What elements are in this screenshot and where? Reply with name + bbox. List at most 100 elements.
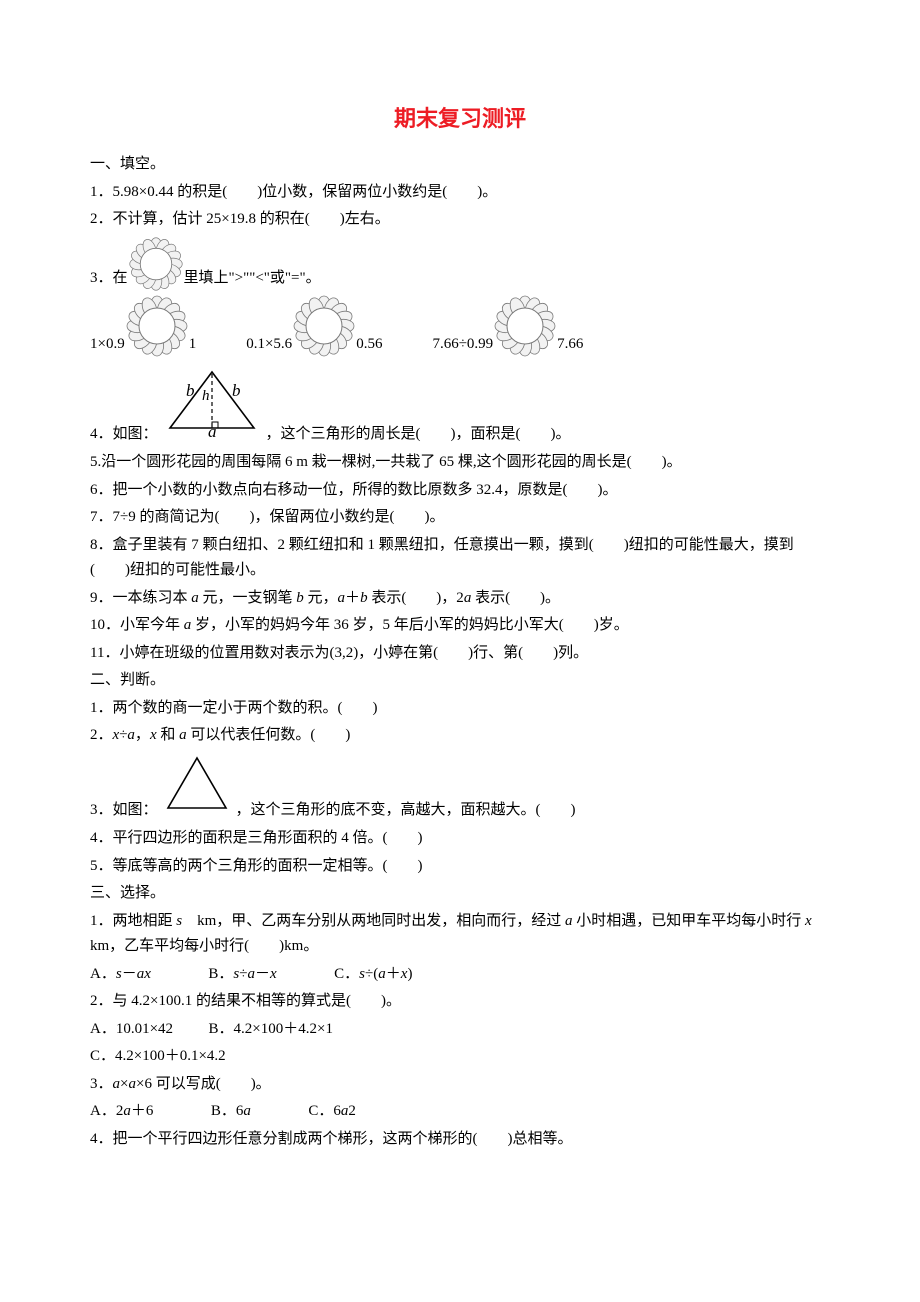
q1-4-post: ，这个三角形的周长是( )，面积是( )。 bbox=[266, 422, 571, 448]
q1-9-a: 9．一本练习本 bbox=[90, 590, 191, 606]
tri-label-b-right: b bbox=[232, 381, 241, 400]
q1-10-a: 10．小军今年 bbox=[90, 617, 184, 633]
q3-3-c: ×6 可以写成( )。 bbox=[136, 1076, 271, 1092]
q1-4: 4．如图： b b h a ，这个三角形的周长是( )，面积是( )。 bbox=[90, 364, 830, 448]
q3-2-ab: A．10.01×42 B．4.2×100＋4.2×1 bbox=[90, 1016, 830, 1044]
q1-5: 5.沿一个圆形花园的周围每隔 6 m 栽一棵树,一共栽了 65 棵,这个圆形花园… bbox=[90, 449, 830, 477]
var-b: b bbox=[360, 590, 368, 606]
opt-b-4: － bbox=[255, 966, 270, 982]
q3-2: 2．与 4.2×100.1 的结果不相等的算式是( )。 bbox=[90, 988, 830, 1016]
q1-9-e: 表示( )，2 bbox=[368, 590, 464, 606]
q3-3-opt-c-2: 2 bbox=[348, 1103, 356, 1119]
sunflower-icon bbox=[292, 294, 356, 358]
q1-3-options: 1×0.9 1 0.1×5.6 0.56 7.66÷0.99 7.66 bbox=[90, 294, 830, 358]
opt-a-right: 1 bbox=[189, 332, 197, 358]
tri-label-b-left: b bbox=[186, 381, 195, 400]
q3-3-opt-b-1: B．6 bbox=[211, 1103, 244, 1119]
tri-label-h: h bbox=[202, 388, 210, 404]
q2-2-d: 和 bbox=[157, 727, 180, 743]
q3-3-options: A．2a＋6 B．6a C．6a2 bbox=[90, 1098, 830, 1126]
section-2-heading: 二、判断。 bbox=[90, 667, 830, 695]
q1-9-b: 元，一支钢笔 bbox=[199, 590, 297, 606]
q1-3-opt-b: 0.1×5.6 0.56 bbox=[246, 294, 382, 358]
q2-5: 5．等底等高的两个三角形的面积一定相等。( ) bbox=[90, 853, 830, 881]
q1-2: 2．不计算，估计 25×19.8 的积在( )左右。 bbox=[90, 206, 830, 234]
q3-4: 4．把一个平行四边形任意分割成两个梯形，这两个梯形的( )总相等。 bbox=[90, 1126, 830, 1154]
q3-3-opt-c-1: C．6 bbox=[308, 1103, 341, 1119]
page-root: 期末复习测评 一、填空。 1．5.98×0.44 的积是( )位小数，保留两位小… bbox=[0, 0, 920, 1213]
q3-3-opt-a-2: ＋6 bbox=[131, 1103, 154, 1119]
q2-4: 4．平行四边形的面积是三角形面积的 4 倍。( ) bbox=[90, 825, 830, 853]
q1-7: 7．7÷9 的商简记为( )，保留两位小数约是( )。 bbox=[90, 504, 830, 532]
opt-c-left: 7.66÷0.99 bbox=[432, 332, 493, 358]
sunflower-icon bbox=[125, 294, 189, 358]
triangle-plain-icon bbox=[162, 752, 232, 824]
q1-11: 11．小婷在班级的位置用数对表示为(3,2)，小婷在第( )行、第( )列。 bbox=[90, 640, 830, 668]
q3-3: 3．a×a×6 可以写成( )。 bbox=[90, 1071, 830, 1099]
opt-a-left: 1×0.9 bbox=[90, 332, 125, 358]
var-a: a bbox=[338, 590, 346, 606]
var-a: a bbox=[191, 590, 199, 606]
opt-b-3: a bbox=[247, 966, 255, 982]
triangle-labeled-icon: b b h a bbox=[162, 364, 262, 448]
q2-3-pre: 3．如图： bbox=[90, 798, 158, 824]
opt-a-3: ax bbox=[137, 966, 151, 982]
q1-3-stem: 3．在 里填上">""<"或"="。 bbox=[90, 236, 830, 292]
var-a: a bbox=[565, 913, 573, 929]
var-a: a bbox=[179, 727, 187, 743]
doc-title: 期末复习测评 bbox=[90, 100, 830, 137]
opt-label-b: B． bbox=[208, 966, 233, 982]
opt-c-3: a bbox=[378, 966, 386, 982]
q2-2: 2．x÷a，x 和 a 可以代表任何数。( ) bbox=[90, 722, 830, 750]
q3-1-b: km，甲、乙两车分别从两地同时出发，相向而行，经过 bbox=[182, 913, 565, 929]
q1-9-d: ＋ bbox=[345, 590, 360, 606]
var-x: x bbox=[150, 727, 157, 743]
section-1-heading: 一、填空。 bbox=[90, 151, 830, 179]
var-a: a bbox=[113, 1076, 121, 1092]
opt-b-right: 0.56 bbox=[356, 332, 382, 358]
q1-9-f: 表示( )。 bbox=[471, 590, 560, 606]
opt-c-2: ÷( bbox=[365, 966, 378, 982]
q1-8: 8．盒子里装有 7 颗白纽扣、2 颗红纽扣和 1 颗黑纽扣，任意摸出一颗，摸到(… bbox=[90, 532, 830, 585]
q1-3-opt-a: 1×0.9 1 bbox=[90, 294, 196, 358]
q1-10-b: 岁，小军的妈妈今年 36 岁，5 年后小军的妈妈比小军大( )岁。 bbox=[191, 617, 629, 633]
opt-b-5: x bbox=[270, 966, 277, 982]
var-b: b bbox=[296, 590, 304, 606]
q1-6: 6．把一个小数的小数点向右移动一位，所得的数比原数多 32.4，原数是( )。 bbox=[90, 477, 830, 505]
q3-1: 1．两地相距 s km，甲、乙两车分别从两地同时出发，相向而行，经过 a 小时相… bbox=[90, 908, 830, 961]
opt-a-2: － bbox=[122, 966, 137, 982]
q1-3-post: 里填上">""<"或"="。 bbox=[184, 266, 321, 292]
q1-4-pre: 4．如图： bbox=[90, 422, 158, 448]
var-x: x bbox=[805, 913, 812, 929]
var-a: a bbox=[243, 1103, 251, 1119]
q3-1-options: A．s－ax B．s÷a－x C．s÷(a＋x) bbox=[90, 961, 830, 989]
opt-c-4: ＋ bbox=[386, 966, 401, 982]
sunflower-icon bbox=[128, 236, 184, 292]
opt-b-left: 0.1×5.6 bbox=[246, 332, 292, 358]
var-a: a bbox=[123, 1103, 131, 1119]
opt-c-right: 7.66 bbox=[557, 332, 583, 358]
q3-3-opt-a-1: A．2 bbox=[90, 1103, 123, 1119]
q3-2-opt-a: A．10.01×42 bbox=[90, 1021, 173, 1037]
opt-label-a: A． bbox=[90, 966, 116, 982]
q3-1-a: 1．两地相距 bbox=[90, 913, 176, 929]
q2-1: 1．两个数的商一定小于两个数的积。( ) bbox=[90, 695, 830, 723]
q2-3: 3．如图： ，这个三角形的底不变，高越大，面积越大。( ) bbox=[90, 752, 830, 824]
opt-c-6: ) bbox=[407, 966, 412, 982]
section-3-heading: 三、选择。 bbox=[90, 880, 830, 908]
q3-2-opt-b: B．4.2×100＋4.2×1 bbox=[209, 1021, 333, 1037]
var-a: a bbox=[127, 727, 135, 743]
opt-label-c: C． bbox=[334, 966, 359, 982]
sunflower-icon bbox=[493, 294, 557, 358]
q3-2-c: C．4.2×100＋0.1×4.2 bbox=[90, 1043, 830, 1071]
q3-3-a: 3． bbox=[90, 1076, 113, 1092]
q1-9: 9．一本练习本 a 元，一支钢笔 b 元，a＋b 表示( )，2a 表示( )。 bbox=[90, 585, 830, 613]
q2-2-a: 2． bbox=[90, 727, 113, 743]
q1-3-opt-c: 7.66÷0.99 7.66 bbox=[432, 294, 583, 358]
tri-label-a: a bbox=[208, 422, 217, 438]
q1-1: 1．5.98×0.44 的积是( )位小数，保留两位小数约是( )。 bbox=[90, 179, 830, 207]
var-a: a bbox=[128, 1076, 136, 1092]
q1-3-pre: 3．在 bbox=[90, 266, 128, 292]
q2-2-c: ， bbox=[135, 727, 150, 743]
q2-3-post: ，这个三角形的底不变，高越大，面积越大。( ) bbox=[236, 798, 576, 824]
